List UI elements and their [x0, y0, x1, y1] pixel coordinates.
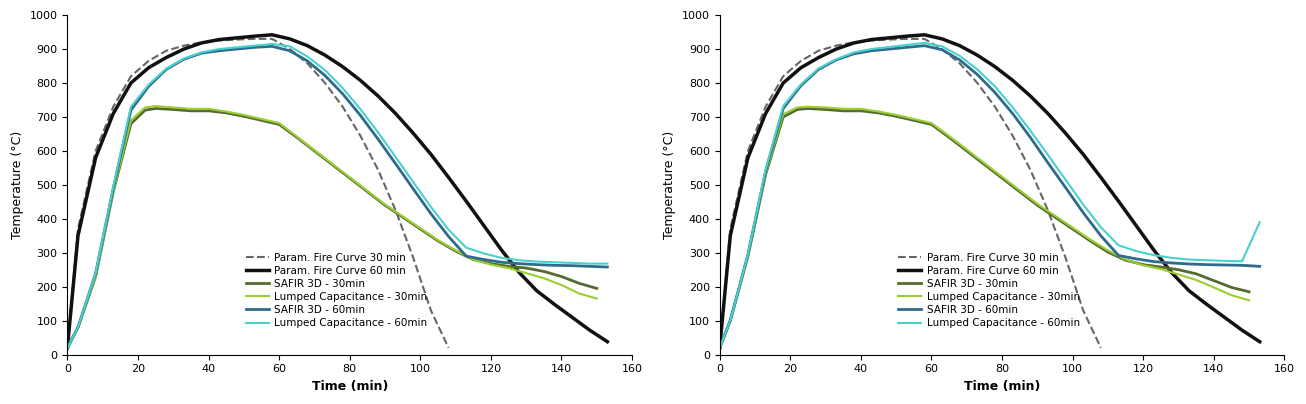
Legend: Param. Fire Curve 30 min, Param. Fire Curve 60 min, SAFIR 3D - 30min, Lumped Cap: Param. Fire Curve 30 min, Param. Fire Cu… — [242, 248, 431, 332]
X-axis label: Time (min): Time (min) — [312, 380, 388, 393]
Y-axis label: Temperature (°C): Temperature (°C) — [663, 131, 677, 239]
Legend: Param. Fire Curve 30 min, Param. Fire Curve 60 min, SAFIR 3D - 30min, Lumped Cap: Param. Fire Curve 30 min, Param. Fire Cu… — [895, 248, 1084, 332]
Y-axis label: Temperature (°C): Temperature (°C) — [12, 131, 24, 239]
X-axis label: Time (min): Time (min) — [964, 380, 1041, 393]
